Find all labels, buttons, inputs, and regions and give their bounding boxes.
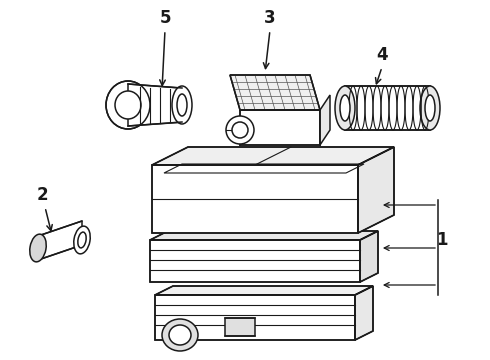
Polygon shape [38,221,82,260]
Polygon shape [152,165,358,233]
Ellipse shape [340,95,350,121]
Polygon shape [128,84,185,126]
Bar [225,318,255,336]
Polygon shape [320,95,330,145]
Ellipse shape [30,234,46,262]
Polygon shape [360,231,378,282]
Ellipse shape [169,325,191,345]
Polygon shape [240,110,320,145]
Ellipse shape [420,86,440,130]
Ellipse shape [425,95,435,121]
Text: 2: 2 [36,186,48,204]
Ellipse shape [78,232,86,248]
Ellipse shape [162,319,198,351]
Ellipse shape [74,226,90,254]
Ellipse shape [106,81,150,129]
Ellipse shape [172,86,192,124]
Ellipse shape [115,91,141,119]
Polygon shape [155,286,373,295]
Polygon shape [358,147,394,233]
Polygon shape [150,231,378,240]
Polygon shape [152,147,394,165]
Ellipse shape [177,94,187,116]
Polygon shape [345,86,430,130]
Polygon shape [355,286,373,340]
Polygon shape [230,75,320,110]
Ellipse shape [226,116,254,144]
Ellipse shape [232,122,248,138]
Ellipse shape [335,86,355,130]
Text: 3: 3 [264,9,276,27]
Polygon shape [155,295,355,340]
Text: 4: 4 [376,46,388,64]
Text: 5: 5 [159,9,171,27]
Text: 1: 1 [436,231,448,249]
Polygon shape [150,240,360,282]
